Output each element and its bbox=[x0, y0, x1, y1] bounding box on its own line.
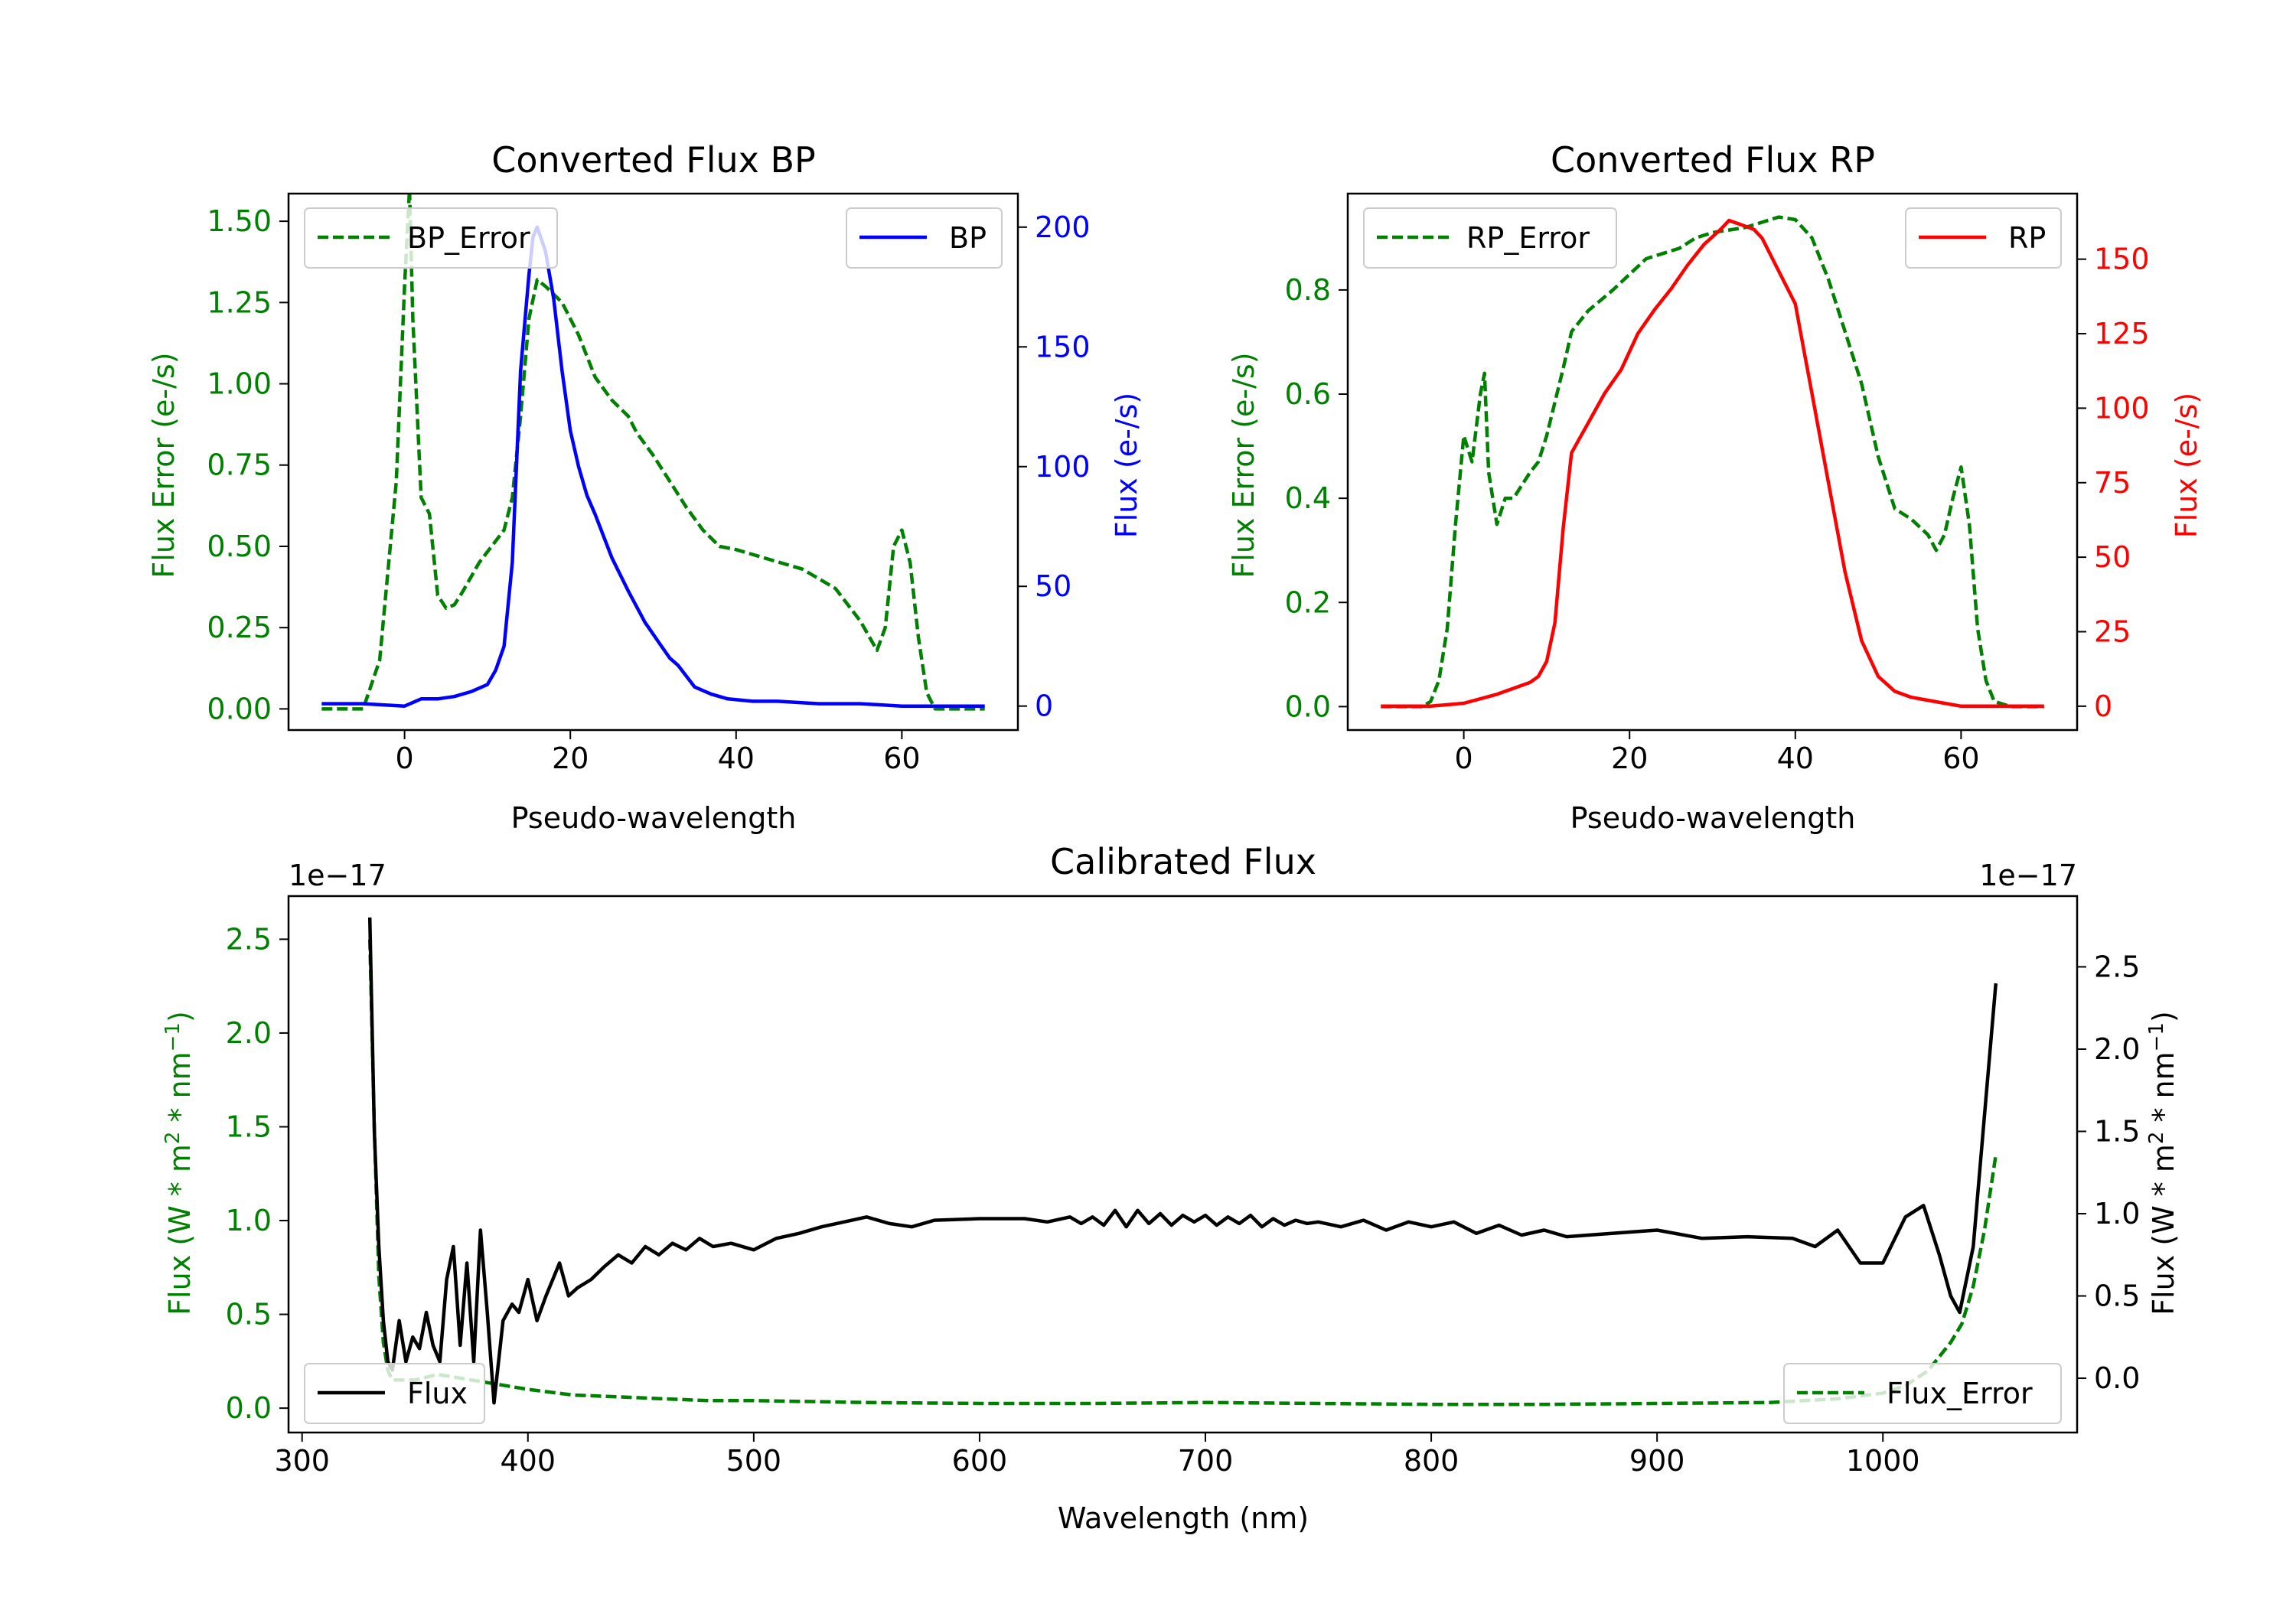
calibrated-xtick-label: 700 bbox=[1178, 1444, 1234, 1478]
rp-legend-flux-label: RP bbox=[2008, 221, 2046, 255]
calibrated-legend-flux: Flux bbox=[304, 1363, 485, 1424]
bp-legend-flux: BP bbox=[846, 207, 1003, 269]
bp-ytick-right-label: 200 bbox=[1035, 210, 1091, 244]
calibrated-offset-left: 1e−17 bbox=[289, 859, 386, 892]
bp-ylabel-left: Flux Error (e-/s) bbox=[147, 352, 181, 578]
calibrated-legend-flux-label: Flux bbox=[407, 1377, 468, 1410]
bp-legend-error: BP_Error bbox=[304, 207, 558, 269]
calibrated-series-flux-line bbox=[367, 917, 1998, 1405]
bp-xtick-label: 0 bbox=[396, 742, 414, 775]
calibrated-xtick-label: 400 bbox=[501, 1444, 556, 1478]
calibrated-ylabel-left: Flux (W * m2 * nm−1) bbox=[161, 1011, 197, 1315]
bp-legend-error-label: BP_Error bbox=[407, 221, 530, 255]
bp-ytick-right-label: 0 bbox=[1035, 689, 1053, 723]
svg-text:Flux (W * m2 * nm−1): Flux (W * m2 * nm−1) bbox=[2145, 1011, 2180, 1315]
bp-series-bp-line bbox=[321, 225, 985, 708]
bp-ytick-left-label: 1.00 bbox=[207, 367, 272, 401]
bp-series-bp-error-line bbox=[321, 194, 985, 711]
bp-xtick-label: 40 bbox=[718, 742, 755, 775]
calibrated-offset-right: 1e−17 bbox=[1979, 859, 2077, 892]
bp-xlabel: Pseudo-wavelength bbox=[511, 801, 797, 835]
calibrated-ytick-left-label: 2.0 bbox=[226, 1016, 272, 1050]
rp-xtick-label: 0 bbox=[1455, 742, 1473, 775]
rp-title: Converted Flux RP bbox=[1551, 139, 1875, 181]
rp-xtick-label: 40 bbox=[1777, 742, 1814, 775]
rp-ytick-left-label: 0.8 bbox=[1285, 273, 1331, 307]
rp-ytick-right-label: 100 bbox=[2094, 391, 2150, 425]
calibrated-legend-error-label: Flux_Error bbox=[1887, 1377, 2033, 1410]
calibrated-xtick-label: 600 bbox=[952, 1444, 1008, 1478]
svg-text:Flux (W * m2 * nm−1): Flux (W * m2 * nm−1) bbox=[161, 1011, 197, 1315]
rp-xtick-label: 60 bbox=[1942, 742, 1979, 775]
rp-ytick-left-label: 0.4 bbox=[1285, 481, 1331, 515]
rp-ytick-left-label: 0.2 bbox=[1285, 585, 1331, 619]
bp-ytick-left-label: 0.75 bbox=[207, 448, 272, 482]
calibrated-xtick-label: 800 bbox=[1404, 1444, 1459, 1478]
bp-xtick-label: 20 bbox=[552, 742, 589, 775]
calibrated-ytick-left-label: 1.5 bbox=[226, 1110, 272, 1143]
calibrated-xtick-label: 1000 bbox=[1846, 1444, 1920, 1478]
bp-ytick-left-label: 0.50 bbox=[207, 530, 272, 563]
calibrated-ytick-left-label: 0.5 bbox=[226, 1298, 272, 1332]
rp-ytick-right-label: 150 bbox=[2094, 243, 2150, 276]
bp-title: Converted Flux BP bbox=[491, 139, 816, 181]
bp-ytick-right-label: 50 bbox=[1035, 569, 1071, 603]
rp-legend-error: RP_Error bbox=[1363, 207, 1617, 269]
calibrated-axes-frame bbox=[287, 895, 2079, 1434]
calibrated-xtick-label: 500 bbox=[726, 1444, 782, 1478]
rp-legend-error-label: RP_Error bbox=[1466, 221, 1590, 255]
bp-xtick-label: 60 bbox=[883, 742, 920, 775]
rp-xtick-label: 20 bbox=[1611, 742, 1648, 775]
bp-ytick-left-label: 0.25 bbox=[207, 611, 272, 644]
rp-ylabel-right: Flux (e-/s) bbox=[2170, 393, 2203, 538]
bp-ytick-left-label: 0.00 bbox=[207, 692, 272, 725]
rp-ytick-right-label: 25 bbox=[2094, 614, 2131, 648]
calibrated-title: Calibrated Flux bbox=[1050, 841, 1316, 882]
bp-ytick-left-label: 1.50 bbox=[207, 204, 272, 238]
rp-xlabel: Pseudo-wavelength bbox=[1570, 801, 1856, 835]
bp-subplot: Converted Flux BP Pseudo-wavelength Flux… bbox=[147, 139, 1143, 835]
bp-legend-flux-label: BP bbox=[949, 221, 987, 255]
calibrated-xtick-label: 300 bbox=[274, 1444, 330, 1478]
calibrated-ytick-right-label: 0.5 bbox=[2094, 1279, 2140, 1313]
calibrated-xlabel: Wavelength (nm) bbox=[1058, 1501, 1309, 1535]
calibrated-ytick-right-label: 0.0 bbox=[2094, 1361, 2140, 1395]
rp-series-rp-line bbox=[1381, 218, 2044, 709]
calibrated-subplot: Calibrated Flux Wavelength (nm) 1e−17 1e… bbox=[161, 841, 2180, 1535]
rp-series-rp-error-line bbox=[1381, 215, 2044, 709]
calibrated-ytick-right-label: 2.0 bbox=[2094, 1032, 2140, 1066]
calibrated-ytick-left-label: 1.0 bbox=[226, 1204, 272, 1237]
calibrated-ytick-left-label: 0.0 bbox=[226, 1391, 272, 1425]
calibrated-ytick-left-label: 2.5 bbox=[226, 922, 272, 956]
rp-legend-flux: RP bbox=[1905, 207, 2062, 269]
rp-ytick-right-label: 75 bbox=[2094, 466, 2131, 500]
calibrated-ylabel-right: Flux (W * m2 * nm−1) bbox=[2145, 1011, 2180, 1315]
calibrated-ytick-right-label: 1.5 bbox=[2094, 1114, 2140, 1148]
rp-ytick-right-label: 0 bbox=[2094, 689, 2112, 723]
rp-ylabel-left: Flux Error (e-/s) bbox=[1227, 352, 1261, 578]
bp-ytick-right-label: 150 bbox=[1035, 330, 1091, 363]
calibrated-ytick-right-label: 2.5 bbox=[2094, 950, 2140, 983]
rp-ytick-left-label: 0.0 bbox=[1285, 689, 1331, 723]
rp-ytick-right-label: 125 bbox=[2094, 317, 2150, 350]
rp-ytick-right-label: 50 bbox=[2094, 540, 2131, 574]
rp-ytick-left-label: 0.6 bbox=[1285, 377, 1331, 411]
rp-axes-frame bbox=[1346, 192, 2079, 732]
calibrated-xtick-label: 900 bbox=[1629, 1444, 1685, 1478]
bp-ytick-right-label: 100 bbox=[1035, 450, 1091, 484]
calibrated-legend-error: Flux_Error bbox=[1783, 1363, 2062, 1424]
calibrated-ytick-right-label: 1.0 bbox=[2094, 1197, 2140, 1231]
bp-axes-frame bbox=[287, 192, 1019, 732]
bp-ylabel-right: Flux (e-/s) bbox=[1110, 393, 1143, 538]
bp-ytick-left-label: 1.25 bbox=[207, 285, 272, 319]
rp-subplot: Converted Flux RP Pseudo-wavelength Flux… bbox=[1227, 139, 2203, 835]
